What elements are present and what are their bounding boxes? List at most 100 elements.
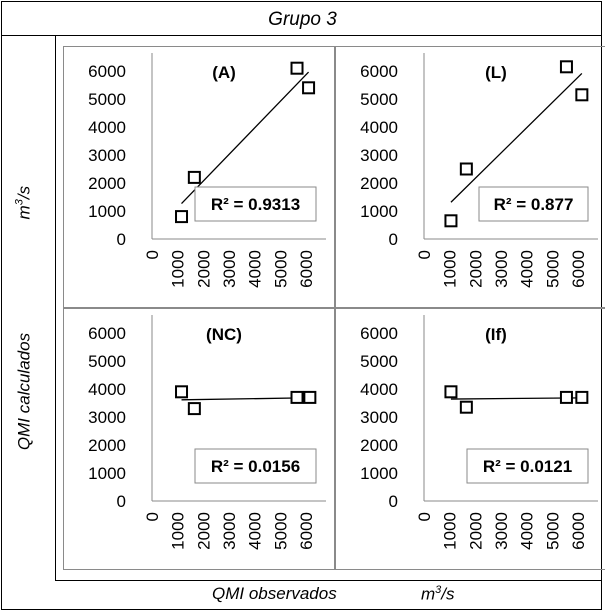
- chart-if-y-tick-label: 4000: [360, 380, 398, 399]
- chart-if-data-point: [459, 400, 473, 414]
- chart-l-y-tick-label: 2000: [360, 174, 398, 193]
- chart-if-y-tick-label: 3000: [360, 408, 398, 427]
- chart-a-x-tick-label: 6000: [297, 250, 316, 288]
- chart-a-y-tick-label: 3000: [88, 146, 126, 165]
- chart-a-x-tick-label: 3000: [220, 250, 239, 288]
- chart-nc-title: (NC): [206, 325, 242, 344]
- label-divider: [55, 35, 56, 580]
- chart-if-y-tick-label: 0: [389, 492, 398, 511]
- chart-if-data-point: [559, 390, 573, 404]
- chart-if-x-tick-label: 1000: [441, 512, 460, 550]
- chart-a-y-tick-label: 4000: [88, 118, 126, 137]
- bottom-divider: [55, 580, 602, 581]
- chart-a-r2-label: R² = 0.9313: [211, 195, 300, 214]
- chart-if-data-point: [444, 385, 458, 399]
- chart-l-y-tick-label: 5000: [360, 90, 398, 109]
- x-axis-unit-tail: /s: [441, 584, 455, 604]
- x-axis-title: QMI observados: [212, 584, 337, 603]
- chart-a-data-point: [302, 81, 316, 95]
- chart-nc-data-point: [187, 402, 201, 416]
- chart-l-x-tick-label: 2000: [466, 250, 485, 288]
- chart-nc-x-tick-label: 0: [143, 512, 162, 521]
- chart-l-y-tick-label: 0: [389, 230, 398, 249]
- chart-l-svg: 0 1000 2000 3000 4000 5000 6000 0 1000 2000 3000 40…: [360, 53, 598, 288]
- chart-nc-y-tick-label: 3000: [88, 408, 126, 427]
- chart-nc-y-tick-label: 4000: [88, 380, 126, 399]
- chart-nc-x-tick-label: 3000: [220, 512, 239, 550]
- chart-nc-y-tick-label: 0: [117, 492, 126, 511]
- chart-nc-y-tick-label: 5000: [88, 352, 126, 371]
- chart-l-title: (L): [485, 63, 507, 82]
- chart-panel-l: 0 1000 2000 3000 4000 5000 6000 0 1000 2000 3000 40…: [335, 46, 605, 308]
- chart-a-r2-box: [194, 186, 317, 222]
- chart-nc-r2-label: R² = 0.0156: [211, 457, 300, 476]
- chart-nc-r2-box: [194, 448, 317, 484]
- chart-nc-y-tick-label: 6000: [88, 324, 126, 343]
- chart-if-r2-label: R² = 0.0121: [483, 457, 572, 476]
- chart-a-x-tick-label: 4000: [246, 250, 265, 288]
- chart-nc-y-tick-label: 2000: [88, 436, 126, 455]
- y-axis-unit-exponent: 3: [13, 199, 26, 206]
- chart-a-y-tick-label: 2000: [88, 174, 126, 193]
- chart-l-x-tick-label: 0: [415, 250, 434, 259]
- y-axis-unit: m: [14, 205, 34, 220]
- chart-l-x-tick-label: 4000: [518, 250, 537, 288]
- chart-a-data-point: [187, 170, 201, 184]
- chart-if-x-tick-label: 5000: [543, 512, 562, 550]
- chart-nc-y-tick-label: 1000: [88, 464, 126, 483]
- chart-l-y-tick-label: 3000: [360, 146, 398, 165]
- chart-nc-x-tick-label: 5000: [271, 512, 290, 550]
- chart-a-title: (A): [212, 63, 236, 82]
- chart-nc-data-point: [175, 385, 189, 399]
- chart-if-x-tick-label: 6000: [569, 512, 588, 550]
- chart-a-data-point: [175, 210, 189, 224]
- chart-if-x-tick-label: 2000: [466, 512, 485, 550]
- chart-a-trendline: [181, 71, 310, 205]
- chart-a-y-tick-label: 1000: [88, 202, 126, 221]
- chart-l-x-tick-label: 3000: [492, 250, 511, 288]
- chart-a-data-point: [290, 61, 304, 75]
- chart-a-x-tick-label: 5000: [271, 250, 290, 288]
- chart-if-r2-box: [466, 448, 589, 484]
- chart-nc-x-tick-label: 6000: [297, 512, 316, 550]
- chart-if-y-tick-label: 1000: [360, 464, 398, 483]
- chart-nc-svg: 0 1000 2000 3000 4000 5000 6000 0 1000 2000 3000 40…: [88, 315, 326, 550]
- x-axis-unit-base: m: [421, 584, 436, 604]
- chart-a-x-tick-label: 1000: [169, 250, 188, 288]
- chart-nc-trendline: [181, 397, 310, 401]
- title-divider: [2, 35, 602, 36]
- chart-l-data-point: [575, 88, 589, 102]
- x-axis-unit-exponent: 3: [435, 584, 442, 596]
- chart-if-title: (If): [485, 325, 507, 344]
- chart-nc-x-tick-label: 1000: [169, 512, 188, 550]
- y-axis-unit-tail: /s: [14, 185, 34, 200]
- chart-l-r2-box: [478, 186, 589, 222]
- chart-l-data-point: [559, 60, 573, 74]
- chart-l-y-tick-label: 4000: [360, 118, 398, 137]
- chart-nc-x-tick-label: 2000: [194, 512, 213, 550]
- chart-l-trendline: [450, 72, 583, 203]
- chart-if-y-tick-label: 6000: [360, 324, 398, 343]
- chart-l-y-tick-label: 1000: [360, 202, 398, 221]
- chart-l-r2-label: R² = 0.877: [494, 195, 574, 214]
- chart-a-svg: 0 1000 2000 3000 4000 5000 6000 0 1000 2000 3000 40…: [88, 53, 326, 288]
- chart-if-data-point: [575, 390, 589, 404]
- chart-a-x-tick-label: 0: [143, 250, 162, 259]
- y-axis-title: QMI calculados: [14, 332, 34, 451]
- chart-l-data-point: [444, 214, 458, 228]
- chart-if-svg: 0 1000 2000 3000 4000 5000 6000 0 1000 2000 3000 40…: [360, 315, 598, 550]
- chart-nc-data-point: [290, 390, 304, 404]
- chart-if-x-tick-label: 0: [415, 512, 434, 521]
- chart-panel-nc: 0 1000 2000 3000 4000 5000 6000 0 1000 2000 3000 40…: [63, 308, 335, 570]
- chart-if-x-tick-label: 3000: [492, 512, 511, 550]
- chart-if-y-tick-label: 5000: [360, 352, 398, 371]
- chart-a-y-tick-label: 6000: [88, 62, 126, 81]
- chart-l-x-tick-label: 6000: [569, 250, 588, 288]
- chart-l-data-point: [459, 162, 473, 176]
- chart-if-y-tick-label: 2000: [360, 436, 398, 455]
- x-axis-unit: m3/s: [421, 584, 455, 605]
- chart-panel-if: 0 1000 2000 3000 4000 5000 6000 0 1000 2000 3000 40…: [335, 308, 605, 570]
- chart-l-x-tick-label: 1000: [441, 250, 460, 288]
- chart-a-y-tick-label: 5000: [88, 90, 126, 109]
